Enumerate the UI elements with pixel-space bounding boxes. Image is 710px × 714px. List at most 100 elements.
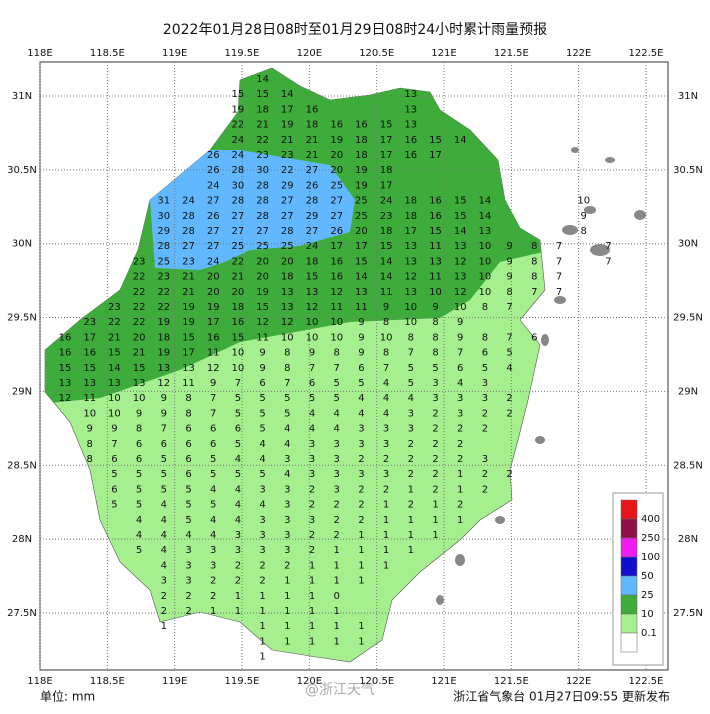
rain-value: 4: [161, 530, 167, 541]
rain-value: 20: [355, 226, 368, 237]
rain-value: 2: [432, 454, 438, 465]
rain-value: 19: [182, 302, 195, 313]
rain-value: 7: [111, 439, 117, 450]
rain-value: 2: [309, 545, 315, 556]
rain-value: 24: [207, 256, 220, 267]
rain-value: 7: [284, 378, 290, 389]
rain-value: 9: [259, 348, 265, 359]
rain-value: 24: [380, 196, 393, 207]
rain-value: 8: [531, 272, 537, 283]
rain-value: 4: [506, 363, 512, 374]
rain-value: 3: [309, 515, 315, 526]
rain-value: 11: [355, 302, 368, 313]
lon-label-top: 118.5E: [90, 48, 125, 59]
rain-value: 11: [330, 302, 343, 313]
rain-value: 3: [284, 515, 290, 526]
rain-value: 13: [281, 287, 294, 298]
rain-value: 5: [136, 545, 142, 556]
rain-value: 28: [256, 180, 269, 191]
lat-label-right: 27.5N: [673, 608, 703, 619]
rain-value: 26: [330, 226, 343, 237]
rain-value: 16: [330, 272, 343, 283]
rain-value: 10: [330, 332, 343, 343]
rain-value: 5: [210, 500, 216, 511]
rain-value: 9: [432, 302, 438, 313]
rain-value: 5: [482, 363, 488, 374]
rain-value: 8: [185, 408, 191, 419]
rain-value: 27: [207, 241, 220, 252]
lon-label-bottom: 120.5E: [359, 676, 394, 687]
rain-value: 14: [454, 135, 467, 146]
rain-value: 21: [232, 272, 245, 283]
rain-value: 21: [182, 272, 195, 283]
lon-label-top: 122E: [566, 48, 591, 59]
rain-value: 22: [133, 302, 146, 313]
rain-value: 4: [334, 408, 340, 419]
lat-label-left: 29N: [12, 386, 32, 397]
rain-value: 9: [309, 348, 315, 359]
rain-value: 17: [330, 241, 343, 252]
lat-label-left: 28.5N: [7, 460, 37, 471]
rain-value: 20: [330, 165, 343, 176]
rain-value: 5: [235, 439, 241, 450]
rain-value: 1: [284, 636, 290, 647]
rain-value: 3: [210, 545, 216, 556]
rain-value: 15: [232, 332, 245, 343]
rain-value: 20: [207, 287, 220, 298]
rain-value: 2: [161, 606, 167, 617]
rain-value: 5: [309, 393, 315, 404]
rain-value: 24: [207, 180, 220, 191]
rain-value: 14: [380, 256, 393, 267]
rain-value: 4: [284, 439, 290, 450]
rain-value: 12: [404, 272, 417, 283]
rain-value: 4: [259, 454, 265, 465]
legend-swatch: [620, 499, 638, 520]
rain-value: 4: [284, 469, 290, 480]
rain-value: 18: [404, 211, 417, 222]
rain-value: 18: [355, 150, 368, 161]
rain-value: 10: [281, 332, 294, 343]
rain-value: 1: [334, 545, 340, 556]
rain-value: 1: [358, 621, 364, 632]
rain-value: 6: [309, 378, 315, 389]
rain-value: 10: [306, 317, 319, 328]
rain-value: 1: [259, 591, 265, 602]
rain-value: 10: [479, 256, 492, 267]
rain-value: 7: [334, 363, 340, 374]
rain-value: 3: [358, 424, 364, 435]
rain-value: 1: [457, 484, 463, 495]
rain-value: 6: [185, 469, 191, 480]
rain-value: 14: [479, 211, 492, 222]
rain-value: 3: [358, 469, 364, 480]
rain-value: 3: [482, 393, 488, 404]
rain-value: 5: [284, 408, 290, 419]
rain-value: 13: [83, 378, 96, 389]
rain-value: 18: [157, 332, 170, 343]
rain-value: 5: [259, 393, 265, 404]
rain-value: 5: [185, 500, 191, 511]
rain-value: 9: [358, 332, 364, 343]
rain-value: 20: [330, 150, 343, 161]
lon-label-bottom: 119E: [162, 676, 187, 687]
rain-value: 7: [556, 241, 562, 252]
rain-value: 23: [182, 256, 195, 267]
rain-value: 3: [334, 454, 340, 465]
lat-label-left: 29.5N: [7, 313, 37, 324]
rain-value: 4: [383, 393, 389, 404]
rain-value: 13: [404, 104, 417, 115]
rain-value: 9: [87, 424, 93, 435]
rain-value: 1: [383, 545, 389, 556]
rain-value: 11: [207, 348, 220, 359]
rain-value: 5: [161, 469, 167, 480]
rain-value: 2: [358, 515, 364, 526]
rain-value: 27: [232, 226, 245, 237]
rain-value: 29: [157, 226, 170, 237]
rain-value: 4: [259, 439, 265, 450]
legend-label: 0.1: [641, 628, 657, 639]
rain-value: 6: [531, 332, 537, 343]
rain-value: 15: [454, 211, 467, 222]
rain-value: 2: [185, 606, 191, 617]
rain-value: 13: [479, 226, 492, 237]
rain-value: 3: [185, 545, 191, 556]
rain-value: 2: [482, 408, 488, 419]
